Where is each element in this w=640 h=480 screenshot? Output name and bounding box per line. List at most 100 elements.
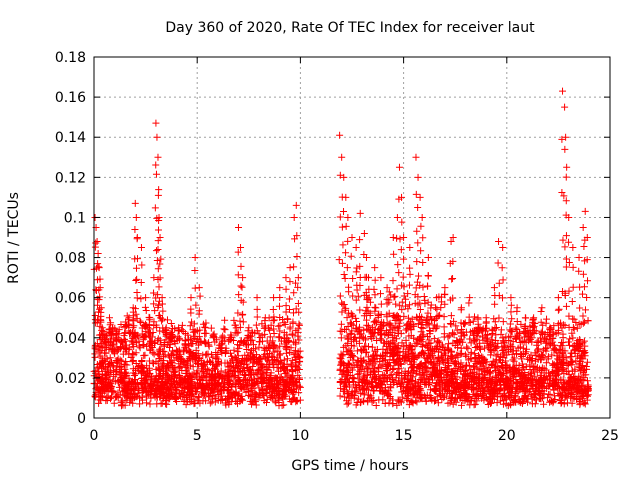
data-point: [537, 329, 545, 337]
data-point: [368, 378, 376, 386]
data-point: [398, 339, 406, 347]
data-point: [525, 354, 533, 362]
data-point: [343, 371, 351, 379]
data-point: [534, 348, 542, 356]
data-point: [498, 343, 506, 351]
data-point: [213, 387, 221, 395]
data-point: [495, 314, 503, 322]
data-point: [389, 336, 397, 344]
data-point: [343, 264, 351, 272]
data-point: [158, 317, 166, 325]
data-point: [234, 271, 242, 279]
data-point: [166, 343, 174, 351]
data-point: [152, 247, 160, 255]
data-point: [464, 345, 472, 353]
data-point: [295, 336, 303, 344]
data-point: [396, 302, 404, 310]
data-point: [103, 372, 111, 380]
data-point: [214, 369, 222, 377]
data-point: [404, 390, 412, 398]
data-point: [510, 373, 518, 381]
data-point: [206, 399, 214, 407]
data-point: [377, 321, 385, 329]
data-point: [439, 355, 447, 363]
data-point: [191, 328, 199, 336]
data-point: [462, 383, 470, 391]
data-point: [389, 375, 397, 383]
data-point: [251, 380, 259, 388]
data-point: [217, 341, 225, 349]
x-tick-label: 20: [498, 428, 516, 444]
data-point: [141, 372, 149, 380]
data-point: [478, 359, 486, 367]
data-point: [415, 383, 423, 391]
data-point: [247, 336, 255, 344]
data-point: [465, 299, 473, 307]
data-point: [490, 342, 498, 350]
data-point: [96, 305, 104, 313]
data-point: [406, 301, 414, 309]
data-point: [109, 326, 117, 334]
data-point: [155, 283, 163, 291]
data-point: [513, 326, 521, 334]
data-point: [498, 347, 506, 355]
data-point: [369, 384, 377, 392]
data-point: [363, 321, 371, 329]
data-point: [230, 316, 238, 324]
data-point: [522, 338, 530, 346]
data-point: [349, 311, 357, 319]
data-point: [570, 325, 578, 333]
data-point: [343, 375, 351, 383]
data-point: [554, 306, 562, 314]
data-point: [499, 294, 507, 302]
data-point: [368, 356, 376, 364]
data-point: [562, 173, 570, 181]
data-point: [99, 393, 107, 401]
data-point: [461, 370, 469, 378]
data-point: [344, 237, 352, 245]
data-point-peak: [412, 153, 420, 161]
data-point-peak: [414, 173, 422, 181]
data-point: [187, 309, 195, 317]
data-point: [107, 359, 115, 367]
data-point: [132, 277, 140, 285]
data-point: [499, 276, 507, 284]
data-point: [414, 239, 422, 247]
data-point: [122, 387, 130, 395]
data-point: [349, 274, 357, 282]
data-point: [136, 400, 144, 408]
data-point-peak: [362, 254, 370, 262]
data-point: [519, 384, 527, 392]
data-point: [444, 386, 452, 394]
data-point: [422, 380, 430, 388]
data-point: [355, 374, 363, 382]
data-point: [433, 393, 441, 401]
data-point: [353, 347, 361, 355]
data-point-peak: [282, 274, 290, 282]
data-point: [507, 327, 515, 335]
data-point: [338, 259, 346, 267]
x-tick-labels: 0 5 10 15 20 25: [90, 428, 619, 444]
data-point: [234, 391, 242, 399]
data-point: [579, 319, 587, 327]
data-point: [147, 394, 155, 402]
data-point: [276, 293, 284, 301]
data-point: [427, 359, 435, 367]
data-point: [336, 292, 344, 300]
data-point: [482, 327, 490, 335]
data-point: [506, 320, 514, 328]
data-point-peak: [342, 193, 350, 201]
data-point-peak: [449, 234, 457, 241]
data-point: [475, 376, 483, 384]
data-point: [574, 352, 582, 360]
data-point: [546, 331, 554, 339]
data-point: [418, 313, 426, 321]
data-point: [147, 387, 155, 395]
data-point: [189, 340, 197, 348]
data-point: [286, 395, 294, 403]
data-point-peak: [433, 294, 441, 302]
data-point: [121, 329, 129, 337]
data-point: [294, 325, 302, 333]
data-point: [430, 347, 438, 355]
data-point: [218, 374, 226, 382]
